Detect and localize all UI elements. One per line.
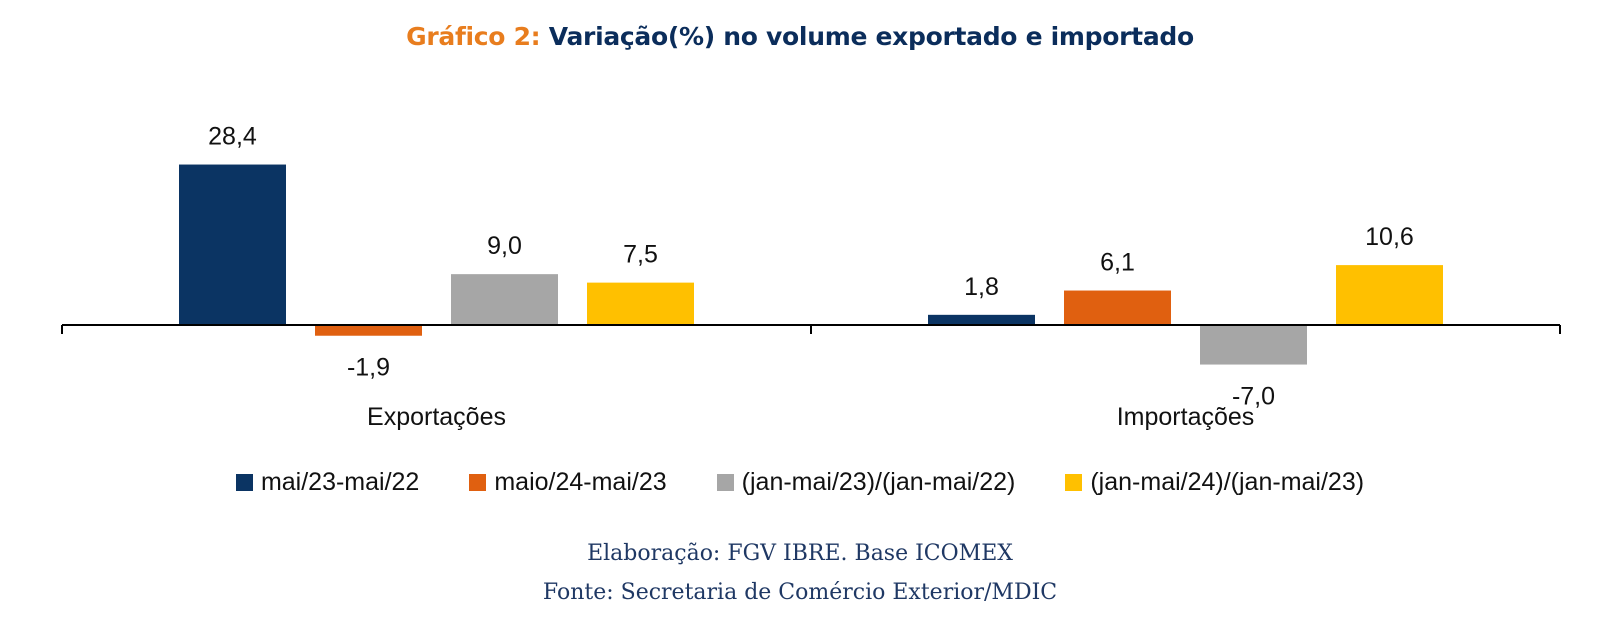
bar-0-1	[315, 325, 422, 336]
data-label-0-0: 28,4	[208, 123, 257, 151]
bar-0-0	[179, 164, 286, 325]
legend-swatch-3	[1065, 474, 1083, 491]
bar-1-2	[1200, 325, 1307, 365]
chart-title-main: Variação(%) no volume exportado e import…	[548, 22, 1194, 51]
legend-label-1: maio/24-mai/23	[494, 468, 667, 496]
data-label-1-0: 1,8	[964, 273, 999, 301]
legend-item-2: (jan-mai/23)/(jan-mai/22)	[716, 468, 1016, 497]
bar-1-1	[1064, 290, 1171, 325]
category-label-0: Exportações	[367, 403, 506, 431]
footer-source: Fonte: Secretaria de Comércio Exterior/M…	[542, 580, 1058, 605]
legend-item-0: mai/23-mai/22	[235, 468, 420, 497]
bar-1-0	[928, 314, 1035, 325]
bar-0-3	[587, 282, 694, 325]
data-label-0-2: 9,0	[487, 232, 522, 260]
legend-item-3: (jan-mai/24)/(jan-mai/23)	[1065, 468, 1364, 497]
bar-chart: 28,4 -1,9 9,0 7,5 Exportações 1,8 6,1 -7,0 10,6 I…	[61, 123, 1561, 431]
legend-label-2: (jan-mai/23)/(jan-mai/22)	[741, 468, 1016, 496]
legend-swatch-2	[716, 474, 734, 491]
data-label-1-1: 6,1	[1100, 249, 1135, 277]
legend-swatch-0	[235, 474, 253, 491]
legend-label-3: (jan-mai/24)/(jan-mai/23)	[1090, 468, 1365, 496]
data-label-0-1: -1,9	[347, 354, 390, 382]
legend-swatch-1	[469, 474, 487, 491]
data-label-0-3: 7,5	[623, 241, 658, 269]
legend-item-1: maio/24-mai/23	[469, 468, 667, 497]
legend-label-0: mai/23-mai/22	[260, 468, 420, 496]
bar-0-2	[451, 274, 558, 325]
footer-elaboration: Elaboração: FGV IBRE. Base ICOMEX	[587, 541, 1013, 566]
category-label-1: Importações	[1117, 403, 1255, 431]
bar-1-3	[1336, 265, 1443, 325]
data-label-1-3: 10,6	[1365, 223, 1414, 251]
data-label-1-2: -7,0	[1232, 383, 1275, 411]
chart-title-prefix: Gráfico 2:	[406, 22, 541, 51]
chart-title: Gráfico 2: Variação(%) no volume exporta…	[0, 22, 1600, 51]
chart-legend: mai/23-mai/22 maio/24-mai/23 (jan-mai/23…	[0, 468, 1600, 497]
